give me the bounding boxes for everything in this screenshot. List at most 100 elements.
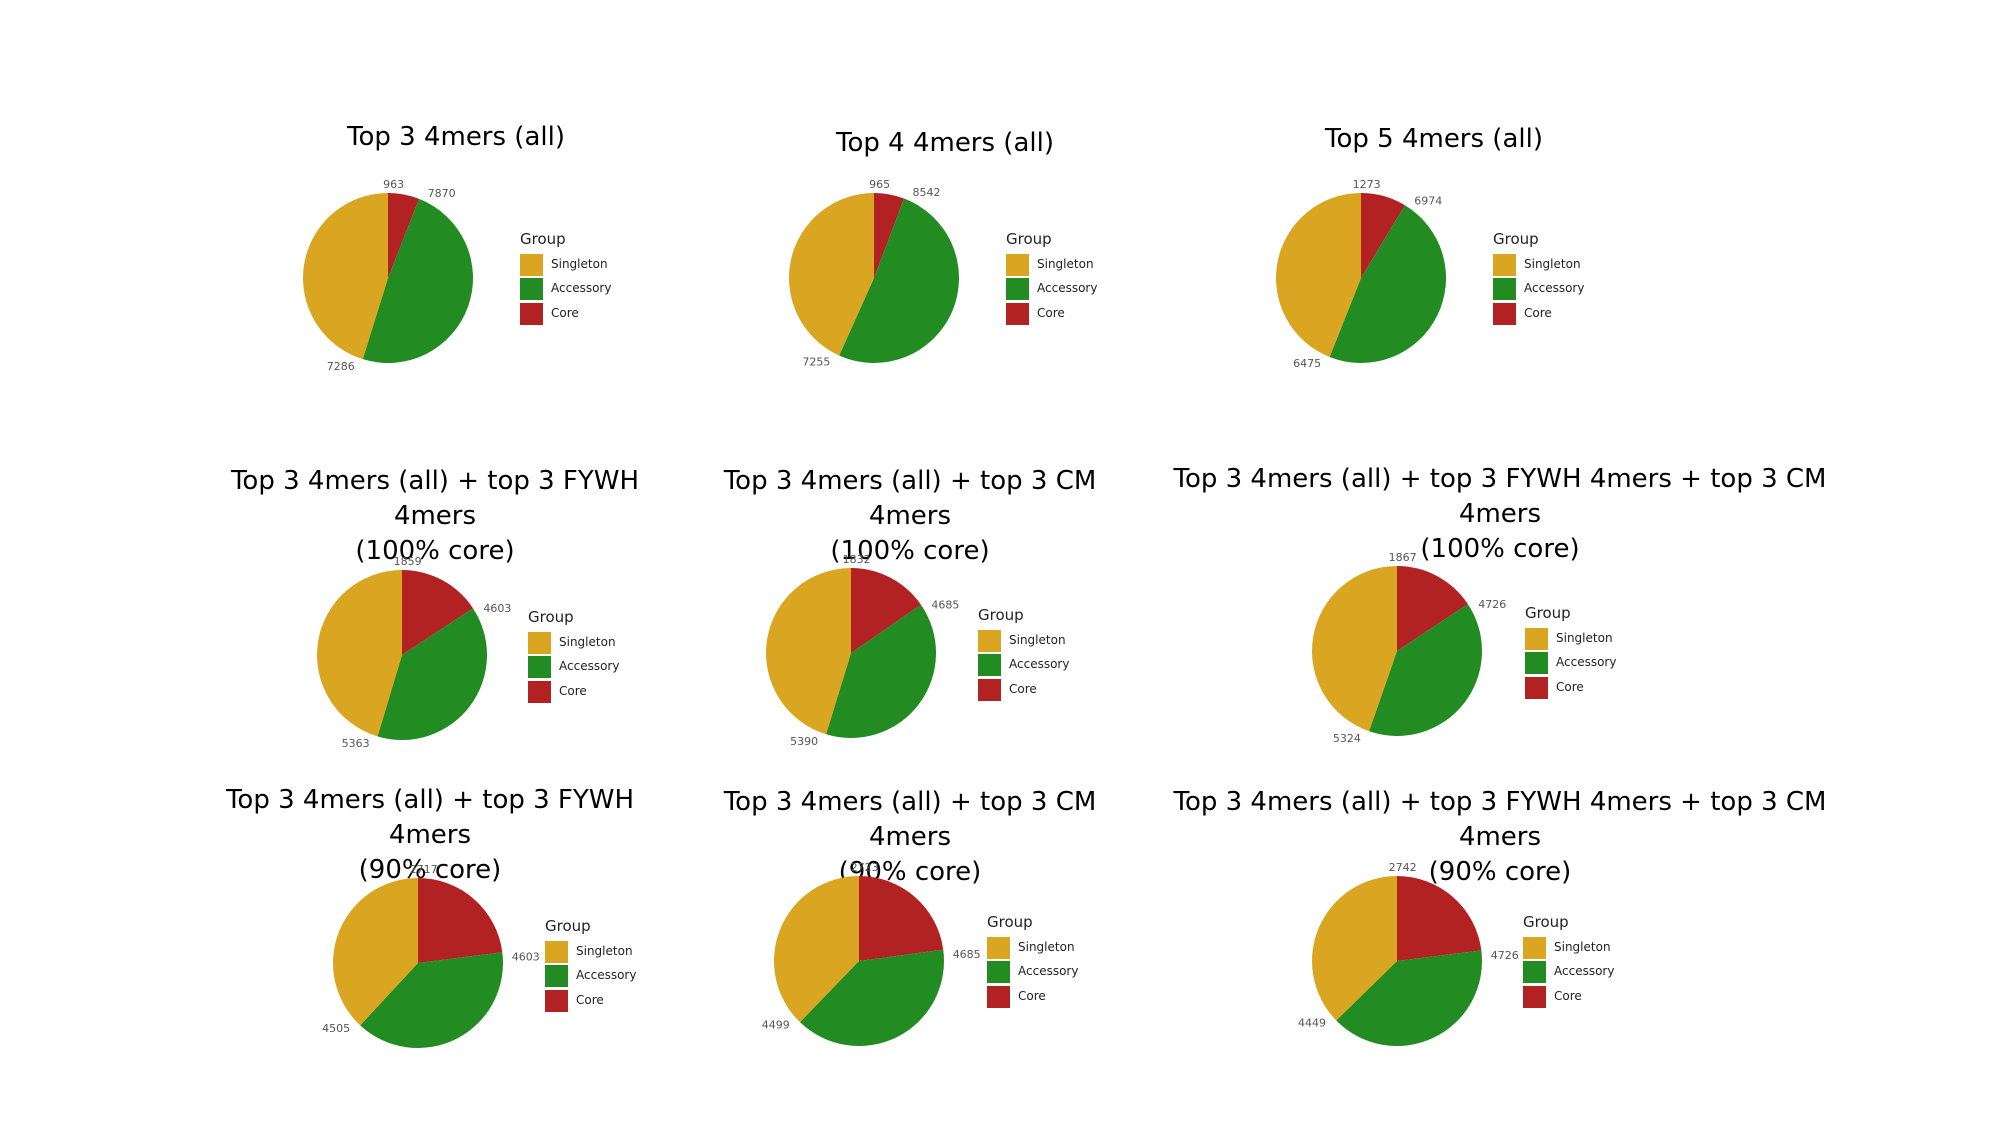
legend-swatch [1525, 677, 1548, 699]
legend-label: Core [551, 306, 579, 320]
legend-label: Singleton [1554, 940, 1611, 954]
pie-chart: 963 7870 7286 [302, 178, 474, 373]
value-label: 4603 [483, 602, 511, 615]
value-label: 1273 [1353, 178, 1381, 191]
legend-swatch [1523, 961, 1546, 983]
pie-slice-core [402, 570, 473, 655]
chart-title: Top 3 4mers (all) + top 3 FYWH 4mers (90… [225, 785, 635, 885]
legend-swatch [1525, 652, 1548, 674]
value-label: 5390 [790, 735, 818, 748]
legend-swatch [1523, 986, 1546, 1008]
legend-title: Group [1493, 230, 1539, 248]
value-label: 4505 [322, 1022, 350, 1035]
pie-slice-singleton [1275, 192, 1361, 357]
legend-swatch [1006, 254, 1029, 276]
legend-title: Group [978, 606, 1024, 624]
pie-slice-core [1361, 193, 1405, 278]
legend-swatch [528, 656, 551, 678]
value-label: 6475 [1293, 357, 1321, 370]
legend-swatch [520, 254, 543, 276]
legend-swatch [528, 681, 551, 703]
legend-title: Group [1525, 604, 1571, 622]
chart-title: Top 3 4mers (all) + top 3 CM 4mers (100%… [723, 466, 1097, 566]
pie-slice-singleton [1311, 566, 1397, 732]
value-label: 2742 [1389, 861, 1417, 874]
legend-label: Singleton [1018, 940, 1075, 954]
legend-swatch [1493, 254, 1516, 276]
pie-slice-accessory [1369, 603, 1483, 737]
legend-title: Group [520, 230, 566, 248]
legend-swatch [987, 937, 1010, 959]
legend-title: Group [1006, 230, 1052, 248]
legend-swatch [528, 632, 551, 654]
legend-swatch [978, 630, 1001, 652]
pie-slice-core [388, 193, 420, 278]
legend-label: Core [1524, 306, 1552, 320]
value-label: 5324 [1333, 732, 1361, 745]
legend-swatch [545, 965, 568, 987]
legend-label: Core [576, 993, 604, 1007]
pie-slice-core [1397, 566, 1468, 651]
legend-label: Accessory [1524, 281, 1585, 295]
pie-chart: 1273 6974 6475 [1275, 178, 1447, 370]
legend-label: Singleton [551, 257, 608, 271]
legend-swatch [1006, 303, 1029, 325]
legend-swatch [1525, 628, 1548, 650]
legend-label: Singleton [576, 944, 633, 958]
value-label: 963 [383, 178, 404, 191]
legend-label: Core [559, 684, 587, 698]
legend-swatch [987, 986, 1010, 1008]
pie-chart: 1867 4726 5324 [1311, 551, 1506, 745]
legend-label: Accessory [1037, 281, 1098, 295]
legend-label: Core [1554, 989, 1582, 1003]
pie-slice-singleton [766, 568, 851, 735]
value-label: 4726 [1478, 598, 1506, 611]
value-label: 5363 [342, 737, 370, 750]
pie-slice-accessory [1329, 205, 1447, 364]
pie-slice-accessory [799, 949, 945, 1047]
chart-title: Top 4 4mers (all) [836, 128, 1054, 158]
chart-title: Top 3 4mers (all) + top 3 FYWH 4mers + t… [1173, 787, 1827, 887]
value-label: 1832 [843, 553, 871, 566]
pie-chart: 2723 4685 4499 [762, 861, 981, 1047]
value-label: 7870 [428, 187, 456, 200]
value-label: 2717 [410, 863, 438, 876]
legend-swatch [978, 654, 1001, 676]
legend-title: Group [545, 917, 591, 935]
legend-swatch [545, 941, 568, 963]
pie-chart: 2717 4603 4505 [322, 863, 540, 1049]
pie-slice-singleton [789, 193, 874, 356]
value-label: 1867 [1389, 551, 1417, 564]
legend-swatch [978, 679, 1001, 701]
legend-title: Group [528, 608, 574, 626]
legend-label: Singleton [1556, 631, 1613, 645]
pie-chart: 2742 4726 4449 [1298, 861, 1519, 1047]
pie-slice-core [874, 193, 905, 278]
pie-slice-core [418, 878, 503, 963]
legend-label: Singleton [1037, 257, 1094, 271]
legend-label: Singleton [1009, 633, 1066, 647]
value-label: 4685 [931, 598, 959, 611]
legend-swatch [1523, 937, 1546, 959]
pie-slice-singleton [773, 876, 859, 1023]
chart-title: Top 3 4mers (all) + top 3 FYWH 4mers (10… [230, 466, 640, 566]
value-label: 4685 [953, 948, 981, 961]
legend-label: Accessory [1554, 964, 1615, 978]
legend-swatch [1493, 303, 1516, 325]
legend-title: Group [987, 913, 1033, 931]
value-label: 4726 [1491, 949, 1519, 962]
value-label: 4449 [1298, 1017, 1326, 1030]
legend-title: Group [1523, 913, 1569, 931]
legend-label: Accessory [559, 659, 620, 673]
pie-chart: 965 8542 7255 [789, 178, 960, 368]
legend-label: Singleton [559, 635, 616, 649]
pie-slice-singleton [332, 878, 418, 1026]
legend-label: Singleton [1524, 257, 1581, 271]
legend-swatch [1006, 278, 1029, 300]
pie-slice-core [859, 876, 944, 961]
value-label: 4603 [512, 951, 540, 964]
legend-label: Accessory [1009, 657, 1070, 671]
pie-chart: 1859 4603 5363 [317, 555, 511, 750]
value-label: 7255 [802, 355, 830, 368]
